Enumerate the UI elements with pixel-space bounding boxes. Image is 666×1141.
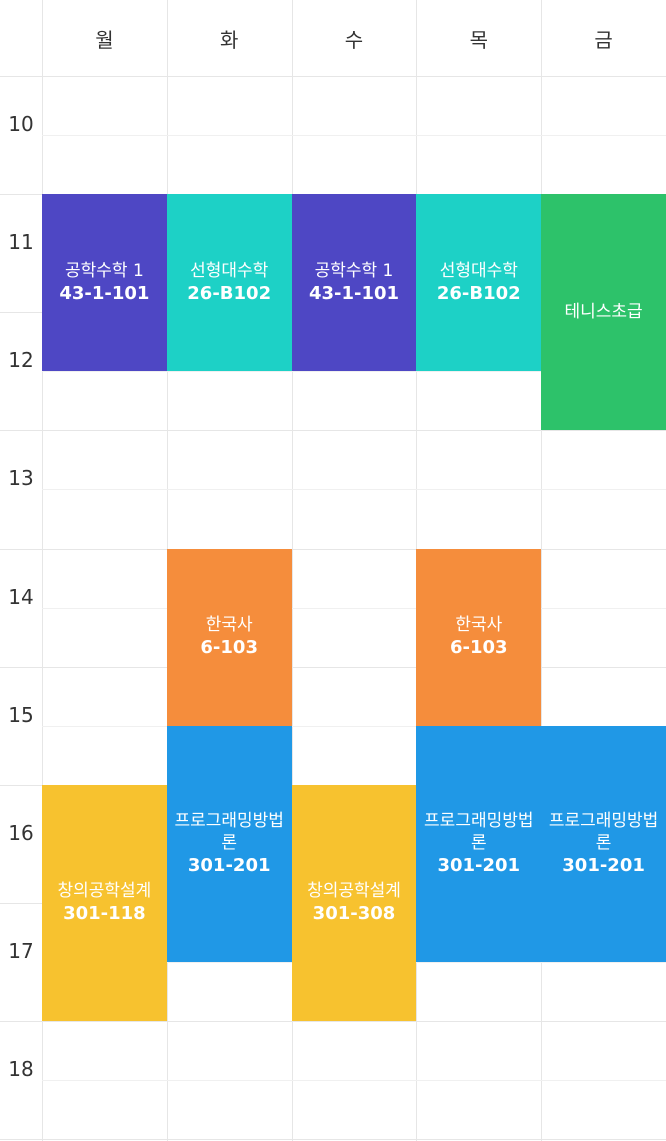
grid-hline xyxy=(0,430,666,432)
course-room: 301-201 xyxy=(437,854,521,876)
hour-label: 18 xyxy=(8,1057,34,1081)
weekday-label: 화 xyxy=(219,27,239,52)
course-block[interactable]: 선형대수학 26-B102 xyxy=(416,194,542,372)
course-block[interactable]: 한국사 6-103 xyxy=(166,548,292,726)
grid-hline xyxy=(0,548,666,550)
course-room: 301-201 xyxy=(187,854,271,876)
hour-label: 15 xyxy=(8,702,34,727)
grid-half-hline xyxy=(42,607,666,609)
grid-vline xyxy=(42,0,43,1141)
weekday-label: 금 xyxy=(594,27,613,52)
course-name: 선형대수학 xyxy=(190,260,269,281)
grid-half-hline xyxy=(42,135,666,137)
grid-hline xyxy=(0,666,666,668)
weekday-label: 수 xyxy=(344,27,364,52)
course-block[interactable]: 프로그래밍방법론 301-201 xyxy=(166,725,292,962)
grid-vline xyxy=(291,0,293,1141)
hour-label: 16 xyxy=(8,820,34,845)
grid-half-hline xyxy=(42,371,666,373)
weekday-label: 월 xyxy=(95,27,114,52)
course-block[interactable]: 선형대수학 26-B102 xyxy=(166,194,292,372)
hour-label: 13 xyxy=(8,466,34,491)
course-room: 43-1-101 xyxy=(308,282,400,304)
course-name: 선형대수학 xyxy=(439,260,518,281)
grid-half-hline xyxy=(42,1080,666,1082)
course-block[interactable]: 한국사 6-103 xyxy=(416,548,542,726)
course-name: 프로그래밍방법론 xyxy=(424,810,534,853)
grid-vline xyxy=(541,0,543,1141)
course-room: 43-1-101 xyxy=(59,282,150,304)
hour-label: 12 xyxy=(8,348,34,373)
course-room: 301-118 xyxy=(63,902,146,924)
course-block[interactable]: 공학수학 1 43-1-101 xyxy=(42,194,167,372)
course-block[interactable]: 프로그래밍방법론 301-201 xyxy=(416,725,542,962)
grid-half-hline xyxy=(42,725,666,727)
course-block[interactable]: 프로그래밍방법론 301-201 xyxy=(541,725,666,962)
grid-hline xyxy=(0,1139,666,1141)
course-room: 301-308 xyxy=(312,902,396,924)
course-room: 6-103 xyxy=(200,637,258,659)
course-room: 301-201 xyxy=(562,854,645,876)
course-name: 한국사 xyxy=(205,615,253,636)
hour-label: 17 xyxy=(8,938,34,963)
course-name: 공학수학 1 xyxy=(65,260,144,281)
grid-hline xyxy=(0,76,666,77)
course-name: 프로그래밍방법론 xyxy=(548,810,659,853)
course-block[interactable]: 창의공학설계 301-308 xyxy=(291,784,417,1021)
course-name: 테니스초급 xyxy=(564,302,643,323)
course-name: 한국사 xyxy=(455,615,503,636)
weekday-label: 목 xyxy=(469,27,488,52)
hour-label: 14 xyxy=(8,584,34,609)
hour-label: 11 xyxy=(8,230,34,255)
course-name: 프로그래밍방법론 xyxy=(174,810,284,853)
course-block[interactable]: 테니스초급 xyxy=(541,194,666,431)
course-name: 창의공학설계 xyxy=(307,880,401,901)
grid-half-hline xyxy=(42,489,666,491)
course-block[interactable]: 공학수학 1 43-1-101 xyxy=(291,194,417,372)
course-room: 26-B102 xyxy=(187,282,272,304)
course-room: 26-B102 xyxy=(436,282,521,304)
course-name: 공학수학 1 xyxy=(314,260,394,281)
course-block[interactable]: 창의공학설계 301-118 xyxy=(42,784,167,1021)
grid-hline xyxy=(0,1021,666,1022)
course-room: 6-103 xyxy=(450,637,508,659)
course-name: 창의공학설계 xyxy=(57,880,152,901)
hour-label: 10 xyxy=(8,112,34,136)
